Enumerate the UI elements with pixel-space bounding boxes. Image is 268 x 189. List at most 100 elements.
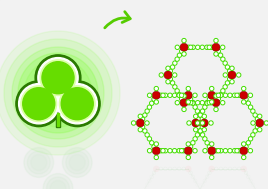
Circle shape [193,105,197,109]
Circle shape [207,145,212,149]
Circle shape [251,121,255,125]
Circle shape [154,100,158,104]
Circle shape [143,113,147,117]
Circle shape [187,121,191,125]
Circle shape [69,154,85,170]
Circle shape [210,142,214,146]
Circle shape [247,175,250,179]
Circle shape [154,142,158,146]
Circle shape [192,119,200,127]
Circle shape [255,125,260,129]
Circle shape [184,147,192,155]
Circle shape [193,128,198,132]
Circle shape [172,149,177,153]
Circle shape [21,86,57,122]
Circle shape [173,73,177,77]
Circle shape [235,149,239,153]
Circle shape [207,97,212,101]
Circle shape [228,93,232,98]
Circle shape [264,121,268,125]
Circle shape [203,105,207,109]
Circle shape [182,52,186,56]
Circle shape [253,129,257,133]
Circle shape [57,84,97,124]
Circle shape [24,148,54,177]
Circle shape [152,147,160,155]
Circle shape [212,43,220,51]
Circle shape [248,149,253,153]
Circle shape [240,166,247,172]
Circle shape [253,113,257,117]
Circle shape [200,117,204,121]
Circle shape [170,65,175,69]
Circle shape [218,93,223,97]
Circle shape [205,141,209,145]
Circle shape [143,129,147,133]
Circle shape [255,117,260,121]
Circle shape [202,114,206,119]
Circle shape [193,137,197,141]
Circle shape [205,101,209,105]
Circle shape [205,45,209,50]
Circle shape [152,97,156,101]
Circle shape [168,93,172,98]
Circle shape [223,61,227,65]
Circle shape [240,147,248,155]
Circle shape [214,107,218,112]
Circle shape [154,86,158,91]
Circle shape [186,86,191,91]
Circle shape [195,121,200,125]
Circle shape [232,93,237,98]
Circle shape [23,88,55,120]
Circle shape [177,167,181,171]
Circle shape [166,66,170,70]
Circle shape [214,93,218,98]
Circle shape [152,171,156,175]
Circle shape [202,128,206,132]
Circle shape [191,101,195,105]
Circle shape [175,45,180,50]
Circle shape [136,119,144,127]
Circle shape [258,114,262,119]
Circle shape [208,171,211,175]
Circle shape [180,97,184,101]
Circle shape [189,171,192,175]
Circle shape [248,137,253,141]
Circle shape [154,155,158,160]
Circle shape [188,45,193,50]
Circle shape [168,167,172,171]
Circle shape [38,58,78,98]
Circle shape [244,171,248,175]
Circle shape [198,113,203,117]
Circle shape [203,149,207,153]
Circle shape [66,151,89,174]
Circle shape [196,125,200,129]
Circle shape [147,137,152,141]
Circle shape [172,93,177,98]
Circle shape [200,45,204,50]
Circle shape [196,101,200,105]
Circle shape [180,99,188,107]
Circle shape [180,49,184,53]
Circle shape [186,100,191,104]
Circle shape [145,109,149,113]
Circle shape [40,60,76,96]
Circle shape [228,167,232,171]
Circle shape [43,174,73,189]
Circle shape [218,53,223,57]
Circle shape [54,81,100,127]
Circle shape [224,167,227,171]
Circle shape [12,47,104,139]
Circle shape [200,119,208,127]
Circle shape [191,141,195,145]
Circle shape [175,57,179,61]
Circle shape [61,88,93,120]
Circle shape [188,97,193,101]
Circle shape [251,133,255,137]
Circle shape [219,93,223,98]
Circle shape [175,101,180,105]
Circle shape [173,167,176,171]
Circle shape [191,101,195,105]
Circle shape [225,81,230,85]
Circle shape [196,117,200,121]
